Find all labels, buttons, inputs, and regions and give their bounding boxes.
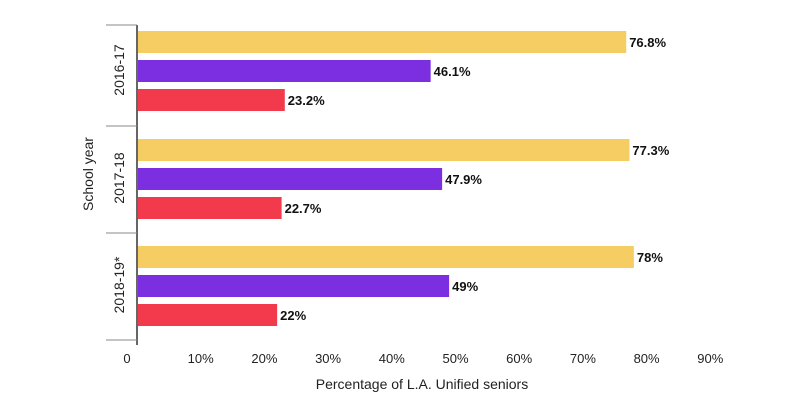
category-label: 2016-17	[111, 44, 127, 96]
value-labels-layer: 76.8% 46.1% 23.2% 77.3% 47.9% 22.7% 78% 49% 22%	[280, 35, 670, 323]
bar-2018-19*-series-1	[138, 246, 634, 268]
category-labels-layer: 2016-17 2017-18 2018-19*	[111, 44, 127, 313]
value-label: 46.1%	[434, 64, 471, 79]
category-label: 2017-18	[111, 152, 127, 204]
bar-2018-19*-series-2	[138, 275, 450, 297]
value-label: 23.2%	[288, 93, 325, 108]
value-label: 22.7%	[285, 201, 322, 216]
bar-2018-19*-series-3	[138, 304, 278, 326]
bar-2017-18-series-3	[138, 197, 282, 219]
value-label: 49%	[452, 279, 478, 294]
value-label: 78%	[637, 250, 663, 265]
x-tick-label: 90%	[697, 351, 723, 366]
category-label: 2018-19*	[111, 256, 127, 313]
bar-2016-17-series-2	[138, 60, 431, 82]
x-tick-label: 80%	[634, 351, 660, 366]
value-label: 22%	[280, 308, 306, 323]
x-tick-label: 0	[123, 351, 130, 366]
bar-2017-18-series-2	[138, 168, 443, 190]
x-tick-label: 20%	[251, 351, 277, 366]
bar-2017-18-series-1	[138, 139, 630, 161]
bar-2016-17-series-1	[138, 31, 627, 53]
axis-layer: 0 10% 20% 30% 40% 50% 60% 70% 80% 90%	[106, 24, 724, 366]
y-axis-title: School year	[80, 137, 96, 211]
x-tick-label: 40%	[379, 351, 405, 366]
value-label: 76.8%	[629, 35, 666, 50]
bars-layer	[138, 31, 634, 326]
x-tick-label: 10%	[188, 351, 214, 366]
x-tick-label: 70%	[570, 351, 596, 366]
x-tick-label: 50%	[442, 351, 468, 366]
x-tick-label: 60%	[506, 351, 532, 366]
bar-2016-17-series-3	[138, 89, 285, 111]
value-label: 47.9%	[445, 172, 482, 187]
x-axis-title: Percentage of L.A. Unified seniors	[316, 376, 528, 392]
value-label: 77.3%	[632, 143, 669, 158]
x-tick-label: 30%	[315, 351, 341, 366]
